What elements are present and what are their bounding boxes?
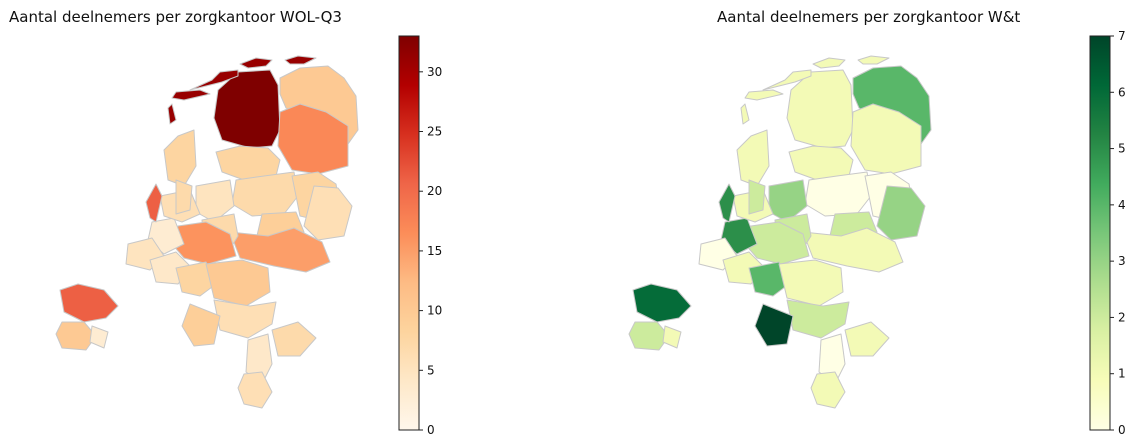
colorbar-tick-label: 0 xyxy=(427,423,435,434)
zorgkantoor-region xyxy=(628,321,670,351)
zorgkantoor-region xyxy=(215,145,281,181)
zorgkantoor-region xyxy=(744,89,784,101)
colorbar-tick-label: 30 xyxy=(427,65,442,79)
zorgkantoor-region xyxy=(810,371,846,409)
zorgkantoor-region xyxy=(205,259,271,307)
zorgkantoor-region xyxy=(55,321,97,351)
zorgkantoor-region xyxy=(876,185,926,241)
zorgkantoor-region xyxy=(245,333,273,385)
zorgkantoor-region xyxy=(189,69,239,91)
zorgkantoor-region xyxy=(59,283,119,323)
zorgkantoor-region xyxy=(145,183,163,223)
zorgkantoor-region xyxy=(303,185,353,241)
zorgkantoor-region xyxy=(804,171,872,217)
colorbar-tick-label: 10 xyxy=(427,304,442,318)
map-title: Aantal deelnemers per zorgkantoor W&t xyxy=(717,8,1021,26)
zorgkantoor-region xyxy=(229,227,331,273)
zorgkantoor-region xyxy=(857,55,890,65)
zorgkantoor-region xyxy=(171,89,211,101)
zorgkantoor-region xyxy=(277,103,349,175)
colorbar-tick-label: 20 xyxy=(427,184,442,198)
zorgkantoor-region xyxy=(89,325,109,349)
colorbar-tick-label: 2 xyxy=(1118,310,1126,324)
zorgkantoor-region xyxy=(850,103,922,175)
zorgkantoor-region xyxy=(762,69,812,91)
map-panel-wol-q3: Aantal deelnemers per zorgkantoor WOL-Q3… xyxy=(0,0,560,434)
zorgkantoor-region xyxy=(213,69,281,149)
zorgkantoor-region xyxy=(237,371,273,409)
zorgkantoor-region xyxy=(175,179,193,215)
colorbar-tick-label: 5 xyxy=(427,363,435,377)
zorgkantoor-region xyxy=(167,103,177,125)
map-regions xyxy=(628,55,932,409)
zorgkantoor-region xyxy=(778,259,844,307)
choropleth-map: 0 5 10 15 20 25 30 xyxy=(55,35,442,434)
colorbar-tick-label: 1 xyxy=(1118,367,1126,381)
zorgkantoor-region xyxy=(181,303,221,347)
colorbar-tick-label: 25 xyxy=(427,125,442,139)
zorgkantoor-region xyxy=(740,103,750,125)
map-title: Aantal deelnemers per zorgkantoor WOL-Q3 xyxy=(9,8,342,26)
zorgkantoor-region xyxy=(632,283,692,323)
zorgkantoor-region xyxy=(802,227,904,273)
zorgkantoor-region xyxy=(213,299,277,339)
zorgkantoor-region xyxy=(786,69,854,149)
zorgkantoor-region xyxy=(662,325,682,349)
zorgkantoor-region xyxy=(239,57,273,69)
zorgkantoor-region xyxy=(748,261,790,297)
colorbar-tick-label: 0 xyxy=(1118,423,1126,434)
zorgkantoor-region xyxy=(786,299,850,339)
map-regions xyxy=(55,55,359,409)
colorbar-tick-label: 5 xyxy=(1118,142,1126,156)
zorgkantoor-region xyxy=(754,303,794,347)
zorgkantoor-region xyxy=(844,321,890,357)
colorbar-tick-label: 4 xyxy=(1118,198,1126,212)
colorbar xyxy=(398,35,420,431)
colorbar-tick-label: 15 xyxy=(427,244,442,258)
zorgkantoor-region xyxy=(736,129,770,187)
zorgkantoor-region xyxy=(271,321,317,357)
zorgkantoor-region xyxy=(284,55,317,65)
zorgkantoor-region xyxy=(718,183,736,223)
zorgkantoor-region xyxy=(231,171,299,217)
zorgkantoor-region xyxy=(812,57,846,69)
colorbar xyxy=(1089,35,1111,431)
colorbar-tick-label: 6 xyxy=(1118,85,1126,99)
choropleth-map: 0 1 2 3 4 5 6 7 xyxy=(628,29,1126,434)
colorbar-tick-label: 3 xyxy=(1118,254,1126,268)
zorgkantoor-region xyxy=(818,333,846,385)
zorgkantoor-region xyxy=(788,145,854,181)
colorbar-tick-label: 7 xyxy=(1118,29,1126,43)
zorgkantoor-region xyxy=(163,129,197,187)
zorgkantoor-region xyxy=(175,261,217,297)
zorgkantoor-region xyxy=(748,179,766,215)
map-panel-w-en-t: Aantal deelnemers per zorgkantoor W&t 0 1… xyxy=(573,0,1133,434)
